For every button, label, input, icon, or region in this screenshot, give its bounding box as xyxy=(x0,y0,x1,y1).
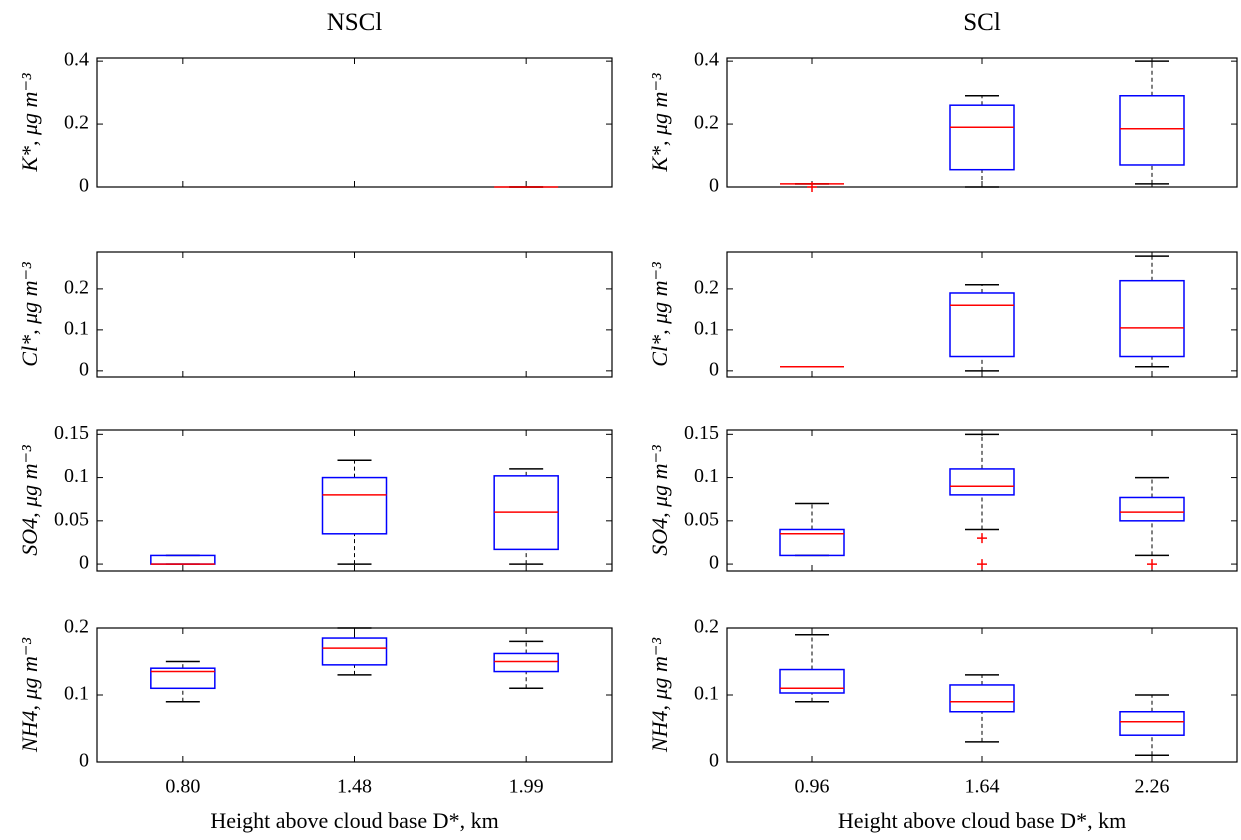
y-tick-label: 0.05 xyxy=(54,508,89,530)
panel-title: SCl xyxy=(963,9,1001,36)
axes-frame xyxy=(96,251,613,378)
y-tick-label: 0.15 xyxy=(684,422,719,444)
y-tick-label: 0 xyxy=(79,750,89,772)
box xyxy=(1119,496,1185,522)
y-tick-label: 0.2 xyxy=(694,616,719,638)
y-tick-label: 0.4 xyxy=(64,49,89,71)
x-tick-label: 1.48 xyxy=(337,776,372,798)
box xyxy=(150,554,216,565)
y-tick-label: 0 xyxy=(709,175,719,197)
box xyxy=(321,637,388,666)
box xyxy=(949,104,1015,171)
box xyxy=(949,292,1015,358)
x-tick-label: 2.26 xyxy=(1135,776,1170,798)
axes-frame xyxy=(726,57,1238,188)
y-tick-label: 0.1 xyxy=(694,465,719,487)
box xyxy=(949,468,1015,496)
y-tick-label: 0 xyxy=(79,175,89,197)
x-axis-label: Height above cloud base D*, km xyxy=(838,808,1126,833)
y-tick-label: 0.1 xyxy=(694,317,719,339)
x-tick-label: 0.80 xyxy=(165,776,200,798)
box xyxy=(779,668,845,694)
y-tick-label: 0 xyxy=(79,358,89,380)
box xyxy=(949,684,1015,713)
y-tick-label: 0.15 xyxy=(54,422,89,444)
y-tick-label: 0.2 xyxy=(64,616,89,638)
y-tick-label: 0 xyxy=(709,358,719,380)
panel-title: NSCl xyxy=(327,9,383,36)
axes-frame xyxy=(726,251,1238,378)
y-tick-label: 0.05 xyxy=(684,508,719,530)
y-tick-label: 0 xyxy=(709,552,719,574)
y-tick-label: 0.2 xyxy=(64,276,89,298)
x-tick-label: 1.64 xyxy=(965,776,1000,798)
y-axis-label: SO4, μg m⁻³ xyxy=(647,445,672,556)
y-axis-label: K*, μg m⁻³ xyxy=(17,73,42,173)
x-tick-label: 0.96 xyxy=(795,776,830,798)
y-axis-label: NH4, μg m⁻³ xyxy=(647,637,672,753)
y-axis-label: K*, μg m⁻³ xyxy=(647,73,672,173)
x-tick-label: 1.99 xyxy=(509,776,544,798)
box xyxy=(1119,95,1185,166)
y-tick-label: 0.2 xyxy=(694,276,719,298)
outlier xyxy=(977,533,987,544)
box xyxy=(1119,711,1185,736)
outlier xyxy=(1147,559,1157,570)
y-tick-label: 0.1 xyxy=(694,683,719,705)
box xyxy=(493,652,559,673)
y-axis-label: Cl*, μg m⁻³ xyxy=(17,262,42,367)
x-axis-label: Height above cloud base D*, km xyxy=(210,808,498,833)
y-axis-label: NH4, μg m⁻³ xyxy=(17,637,42,753)
y-axis-label: Cl*, μg m⁻³ xyxy=(647,262,672,367)
outlier xyxy=(807,182,817,192)
y-tick-label: 0.1 xyxy=(64,317,89,339)
y-axis-label: SO4, μg m⁻³ xyxy=(17,445,42,556)
y-tick-label: 0 xyxy=(79,552,89,574)
axes-frame xyxy=(96,57,613,188)
y-tick-label: 0.2 xyxy=(64,112,89,134)
y-tick-label: 0.1 xyxy=(64,683,89,705)
outlier xyxy=(977,559,987,570)
y-tick-label: 0.4 xyxy=(694,49,719,71)
y-tick-label: 0.1 xyxy=(64,465,89,487)
y-tick-label: 0 xyxy=(709,750,719,772)
y-tick-label: 0.2 xyxy=(694,112,719,134)
box xyxy=(321,476,388,535)
box xyxy=(1119,279,1185,358)
box xyxy=(779,528,845,557)
box xyxy=(150,667,216,690)
